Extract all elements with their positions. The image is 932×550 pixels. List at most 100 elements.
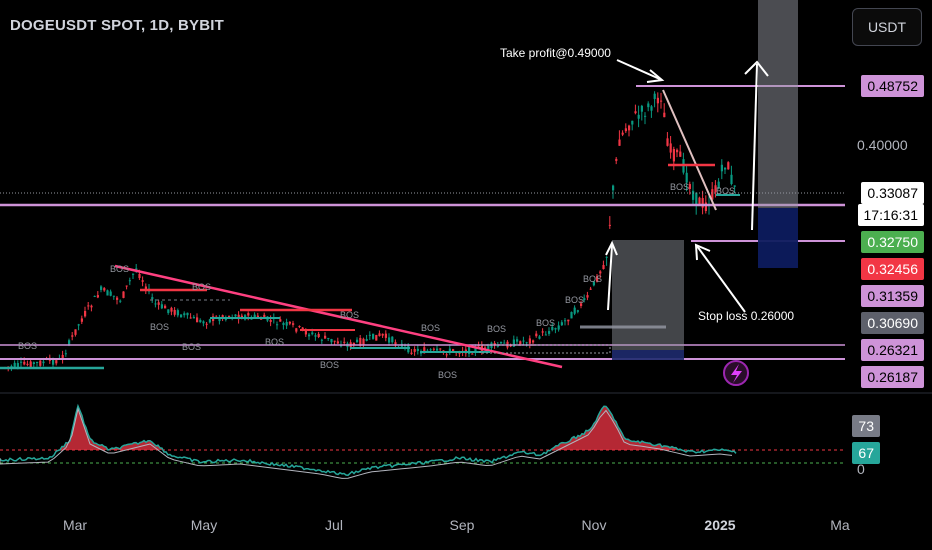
candle-body — [484, 347, 487, 349]
candle-body — [413, 349, 416, 352]
candle-body — [80, 318, 83, 322]
candle-body — [116, 297, 119, 300]
candle-body — [528, 338, 531, 344]
take-profit-annotation[interactable]: Take profit@0.49000 — [500, 46, 611, 60]
candle-body — [608, 224, 611, 226]
candle-body — [644, 115, 647, 117]
bos-label: BOS — [150, 322, 170, 332]
candle-body — [541, 331, 544, 333]
candle-body — [503, 342, 506, 344]
x-tick-jul: Jul — [325, 517, 343, 533]
candle-body — [298, 326, 301, 328]
candle-body — [634, 111, 637, 114]
candle-body — [122, 291, 125, 298]
candlestick-series — [4, 91, 736, 372]
currency-button[interactable]: USDT — [852, 8, 922, 46]
candle-body — [180, 314, 183, 318]
price-label-032456[interactable]: 0.32456 — [861, 258, 924, 280]
candle-body — [653, 93, 656, 99]
candle-body — [384, 333, 387, 338]
candle-body — [164, 305, 167, 309]
candle-body — [640, 105, 643, 112]
candle-body — [237, 314, 240, 320]
candle-body — [308, 334, 311, 337]
range-box — [479, 344, 611, 354]
candle-body — [39, 360, 42, 366]
candle-body — [26, 363, 29, 365]
candle-body — [205, 323, 208, 325]
candle-body — [317, 333, 320, 338]
stop-loss-annotation[interactable]: Stop loss 0.26000 — [698, 309, 795, 323]
candle-body — [660, 100, 663, 102]
candle-body — [586, 295, 589, 298]
candle-body — [714, 185, 717, 193]
candle-body — [208, 319, 211, 323]
candle-body — [432, 348, 435, 350]
candle-body — [343, 341, 346, 343]
candle-body — [71, 335, 74, 337]
candle-body — [362, 338, 365, 345]
price-label-026321[interactable]: 0.26321 — [861, 339, 924, 361]
price-label-current[interactable]: 0.33087 — [861, 182, 924, 204]
candle-body — [576, 310, 579, 312]
candle-body — [192, 316, 195, 319]
candle-body — [77, 324, 80, 326]
candle-body — [10, 365, 13, 368]
candle-body — [282, 322, 285, 326]
candle-body — [580, 303, 583, 306]
bos-label: BOS — [421, 323, 441, 333]
price-label-048752[interactable]: 0.48752 — [861, 75, 924, 97]
candle-body — [733, 185, 736, 187]
candle-body — [564, 320, 567, 322]
candle-body — [276, 324, 279, 326]
candle-body — [532, 340, 535, 343]
candle-body — [42, 361, 45, 364]
candle-body — [141, 280, 144, 282]
candle-body — [656, 97, 659, 104]
trend-line-main — [114, 264, 563, 369]
candle-body — [106, 290, 109, 296]
candle-body — [717, 181, 720, 189]
candle-body — [724, 167, 727, 170]
candle-body — [87, 305, 90, 307]
candle-body — [394, 342, 397, 345]
candle-body — [685, 172, 688, 183]
candle-body — [269, 320, 272, 322]
candle-body — [452, 349, 455, 352]
candle-body — [170, 307, 173, 312]
candle-body — [320, 339, 323, 341]
candle-body — [314, 335, 317, 337]
candle-body — [36, 362, 39, 364]
price-label-032750[interactable]: 0.32750 — [861, 231, 924, 253]
candle-body — [365, 338, 368, 341]
candle-body — [471, 353, 474, 355]
candle-body — [375, 334, 378, 341]
candle-body — [288, 321, 291, 324]
price-label-026187[interactable]: 0.26187 — [861, 366, 924, 388]
x-tick-sep: Sep — [449, 517, 475, 533]
price-label-030690[interactable]: 0.30690 — [861, 312, 924, 334]
candle-body — [679, 151, 682, 157]
lightning-icon[interactable] — [723, 360, 749, 386]
candle-body — [100, 286, 103, 290]
candle-body — [311, 332, 314, 335]
candle-body — [388, 337, 391, 343]
candle-body — [516, 339, 519, 342]
candle-body — [189, 317, 192, 319]
candle-body — [260, 318, 263, 320]
candle-body — [522, 340, 525, 342]
candle-body — [602, 265, 605, 270]
candle-body — [157, 302, 160, 305]
bos-label: BOS — [320, 360, 340, 370]
candle-body — [93, 295, 96, 297]
candle-body — [410, 352, 413, 354]
candle-body — [666, 138, 669, 146]
x-tick-may: May — [190, 517, 218, 533]
long-position-profit-box[interactable] — [612, 240, 684, 350]
candle-body — [186, 312, 189, 316]
price-label-031359[interactable]: 0.31359 — [861, 285, 924, 307]
candle-body — [496, 345, 499, 347]
forecast-profit-box[interactable] — [758, 0, 798, 208]
candle-body — [55, 360, 58, 364]
